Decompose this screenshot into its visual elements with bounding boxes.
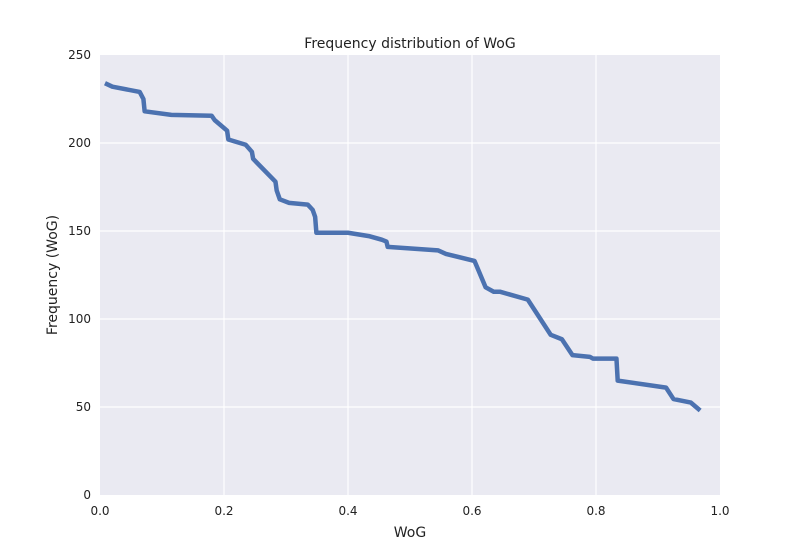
grid-lines xyxy=(100,55,720,495)
x-tick-label: 0.8 xyxy=(586,504,605,518)
x-axis-ticks: 0.0 0.2 0.4 0.6 0.8 1.0 xyxy=(90,504,729,518)
y-axis-ticks: 0 50 100 150 200 250 xyxy=(68,48,91,502)
x-tick-label: 1.0 xyxy=(710,504,729,518)
y-tick-label: 50 xyxy=(76,400,91,414)
y-tick-label: 150 xyxy=(68,224,91,238)
y-tick-label: 100 xyxy=(68,312,91,326)
x-tick-label: 0.6 xyxy=(462,504,481,518)
y-tick-label: 0 xyxy=(83,488,91,502)
x-axis-title: WoG xyxy=(394,525,426,541)
series-lines xyxy=(103,81,702,413)
series-line xyxy=(103,81,702,413)
y-tick-label: 250 xyxy=(68,48,91,62)
x-tick-label: 0.4 xyxy=(338,504,357,518)
x-tick-label: 0.2 xyxy=(214,504,233,518)
y-axis-title: Frequency (WoG) xyxy=(45,215,61,335)
y-tick-label: 200 xyxy=(68,136,91,150)
x-tick-label: 0.0 xyxy=(90,504,109,518)
plot-area-background xyxy=(100,55,720,495)
chart-title: Frequency distribution of WoG xyxy=(304,36,515,52)
